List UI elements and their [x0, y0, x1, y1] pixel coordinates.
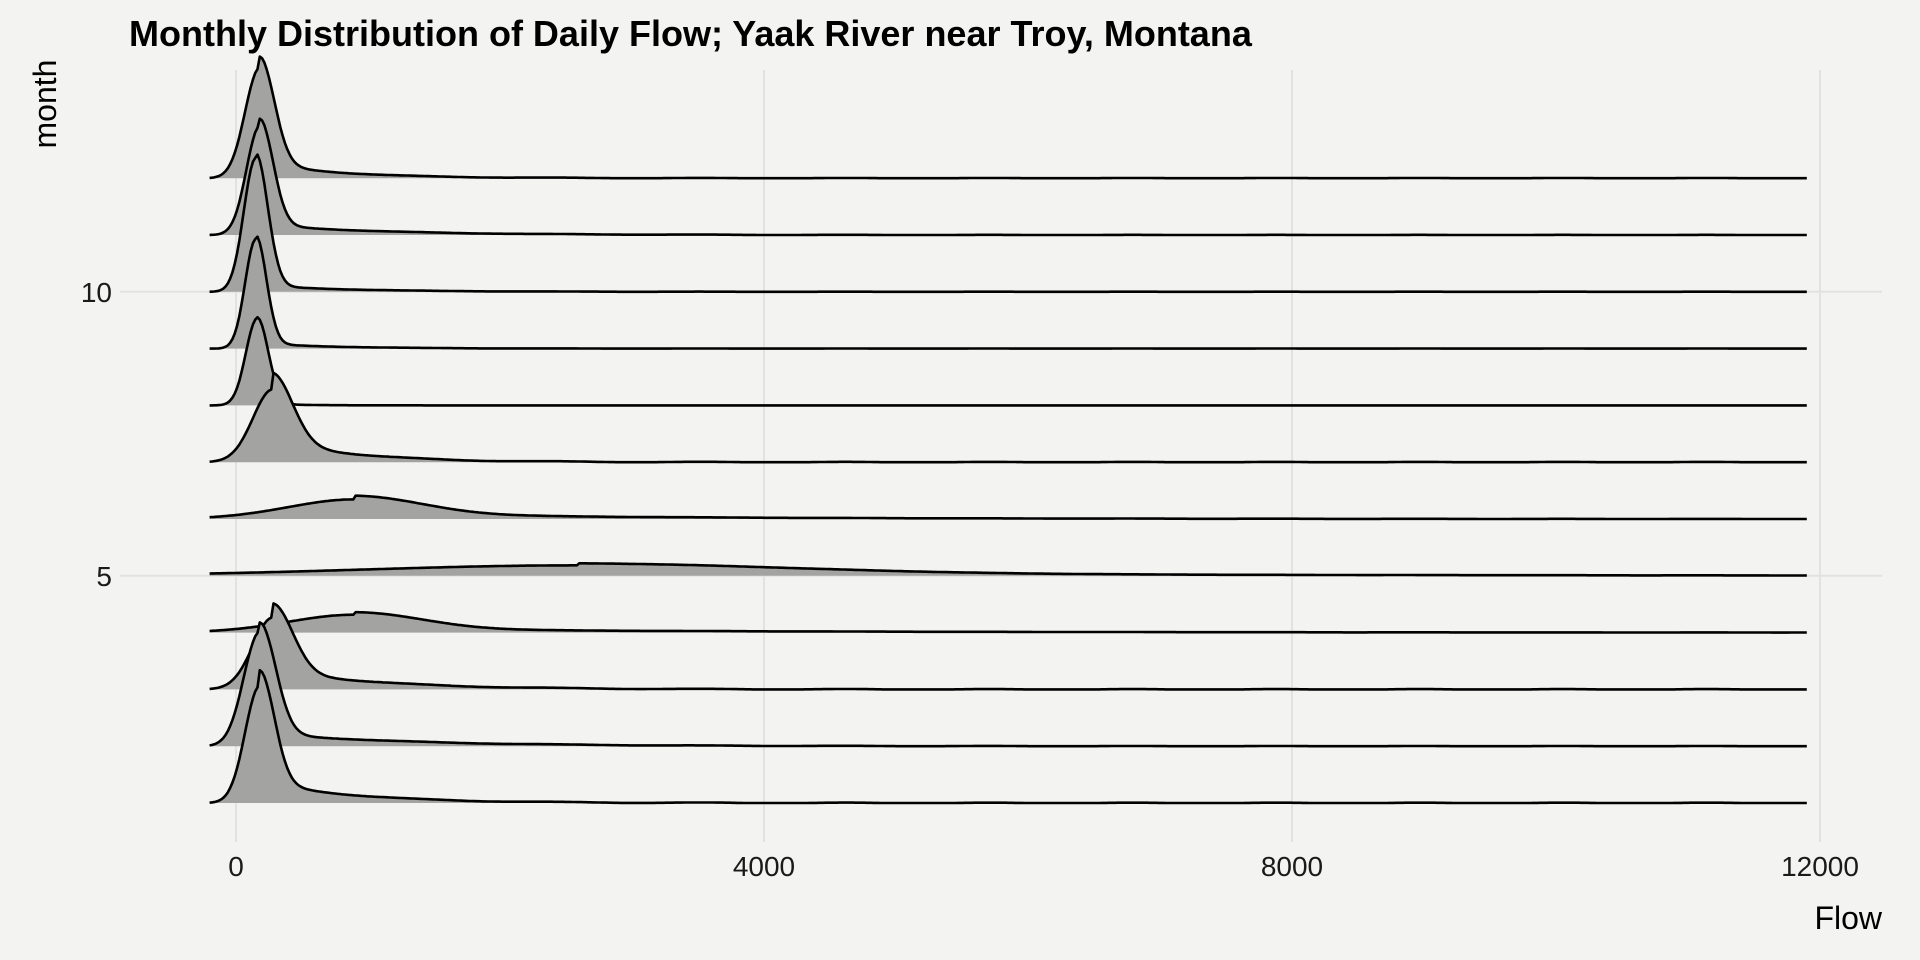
ridge-fill: [209, 154, 1807, 292]
ridge-line: [209, 316, 1807, 407]
y-tick-label: 5: [96, 561, 112, 592]
ridge-line: [209, 371, 1807, 464]
ridge-month-4: [209, 610, 1807, 634]
ridge-line: [209, 668, 1807, 805]
ridge-line: [209, 153, 1807, 294]
ridge-fill: [209, 495, 1807, 519]
ridge-fill: [209, 612, 1807, 633]
axes: 0 4000 8000 12000 5 10: [81, 277, 1859, 882]
x-tick-label: 12000: [1781, 851, 1859, 882]
ridge-line: [209, 117, 1807, 237]
ridge-month-11: [209, 117, 1807, 237]
y-axis-title: month: [27, 60, 63, 149]
ridge-month-3: [209, 602, 1807, 691]
x-tick-label: 8000: [1261, 851, 1323, 882]
ridge-month-1: [209, 668, 1807, 805]
ridge-line: [209, 235, 1807, 350]
ridge-month-2: [209, 621, 1807, 748]
ridge-fill: [209, 603, 1807, 690]
ridge-line: [209, 55, 1807, 180]
ridge-month-10: [209, 153, 1807, 294]
ridge-line: [209, 610, 1807, 634]
ridge-month-5: [209, 562, 1807, 577]
y-tick-label: 10: [81, 277, 112, 308]
ridge-fill: [209, 563, 1807, 576]
ridge-month-9: [209, 235, 1807, 350]
ridge-fill: [209, 56, 1807, 179]
ridge-month-7: [209, 371, 1807, 464]
ridge-month-6: [209, 494, 1807, 521]
ridge-line: [209, 494, 1807, 521]
ridge-line: [209, 602, 1807, 691]
ridge-month-12: [209, 55, 1807, 180]
ridges: [209, 55, 1807, 805]
ridge-fill: [209, 317, 1807, 406]
x-tick-label: 0: [228, 851, 244, 882]
ridge-month-8: [209, 316, 1807, 407]
ridge-line: [209, 562, 1807, 577]
x-axis-title: Flow: [1814, 900, 1882, 936]
ridge-fill: [209, 372, 1807, 463]
chart-title: Monthly Distribution of Daily Flow; Yaak…: [129, 13, 1253, 54]
x-tick-label: 4000: [733, 851, 795, 882]
ridge-line: [209, 621, 1807, 748]
